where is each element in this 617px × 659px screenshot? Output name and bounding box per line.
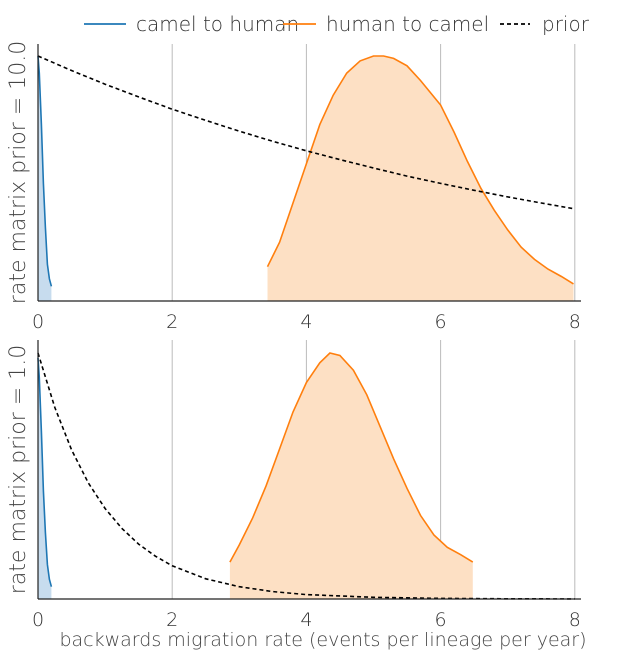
legend-label-3: prior [542,12,590,36]
series-line-prior [37,352,575,600]
series-line-human-to-camel [229,352,474,563]
x-tick-label: 0 [32,609,44,631]
x-tick-label: 8 [569,311,581,333]
series-line-camel-to-human [37,55,53,287]
panel-1: 0 2 4 6 8 rate matrix prior = 10.0 [6,41,581,333]
x-tick-label: 6 [435,311,447,333]
x-tick-label: 4 [300,609,312,631]
x-axis-label: backwards migration rate (events per lin… [59,629,586,651]
panel-2: 0 2 4 6 8 rate matrix prior = 1.0 [6,340,581,631]
y-axis-label: rate matrix prior = 10.0 [6,41,31,304]
series-fill-camel-to-human [38,56,52,301]
series-fill-human-to-camel [229,353,473,599]
series-line-human-to-camel [266,55,574,285]
x-tick-label: 8 [569,609,581,631]
series-line-camel-to-human [37,357,53,587]
x-tick-label: 2 [166,609,178,631]
y-axis-label: rate matrix prior = 1.0 [6,345,31,594]
x-tick-label: 6 [435,609,447,631]
series-fill-camel-to-human [38,357,52,599]
x-tick-label: 4 [300,311,312,333]
legend-label-2: human to camel [326,12,489,36]
legend-label-1: camel to human [136,12,299,36]
x-tick-label: 2 [166,311,178,333]
x-tick-label: 0 [32,311,44,333]
